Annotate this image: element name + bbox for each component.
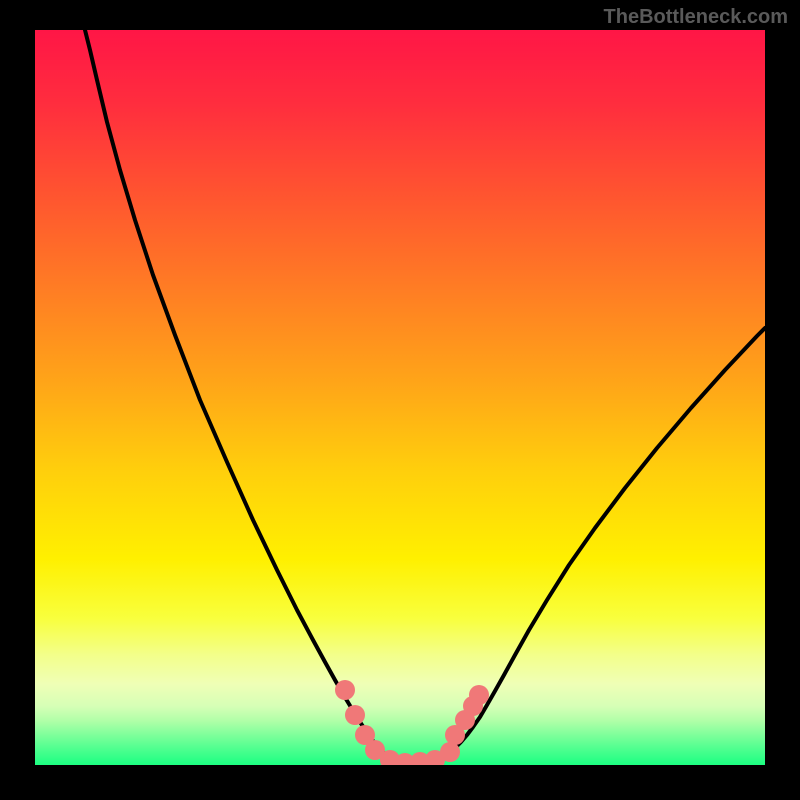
plot-area bbox=[35, 30, 765, 765]
bottleneck-curve bbox=[85, 30, 765, 765]
chart-container: TheBottleneck.com bbox=[0, 0, 800, 800]
curve-layer bbox=[35, 30, 765, 765]
watermark-text: TheBottleneck.com bbox=[604, 6, 788, 29]
data-marker bbox=[345, 705, 365, 725]
data-marker bbox=[469, 685, 489, 705]
data-marker bbox=[335, 680, 355, 700]
data-markers bbox=[335, 680, 489, 765]
data-marker bbox=[440, 742, 460, 762]
